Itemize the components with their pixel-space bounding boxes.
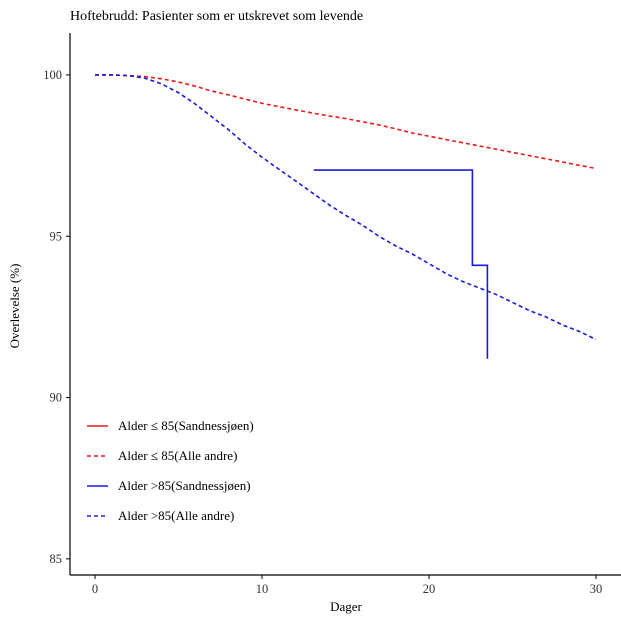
series-layer (95, 74, 597, 359)
legend: Alder ≤ 85(Sandnessjøen) Alder ≤ 85(Alle … (87, 418, 254, 523)
x-tick-label-20: 20 (423, 582, 436, 596)
x-tick-label-0: 0 (92, 582, 98, 596)
x-axis-label: Dager (330, 599, 362, 614)
x-tick-label-10: 10 (256, 582, 269, 596)
y-axis-label: Overlevelse (%) (7, 264, 22, 349)
y-tick-label-85: 85 (50, 552, 63, 566)
y-tick-label-90: 90 (50, 391, 63, 405)
series-line-4 (95, 74, 597, 341)
legend-label-2: Alder ≤ 85(Alle andre) (118, 448, 237, 463)
series-line-3 (313, 169, 489, 359)
legend-label-3: Alder >85(Sandnessjøen) (118, 478, 251, 493)
legend-label-1: Alder ≤ 85(Sandnessjøen) (118, 418, 254, 433)
legend-label-4: Alder >85(Alle andre) (118, 508, 234, 523)
y-tick-label-100: 100 (43, 68, 62, 82)
series-line-2 (95, 74, 597, 170)
chart-title: Hoftebrudd: Pasienter som er utskrevet s… (70, 9, 363, 24)
y-tick-label-95: 95 (50, 229, 63, 243)
axes: 85 90 95 100 0 10 20 30 (43, 33, 621, 596)
x-tick-label-30: 30 (590, 582, 603, 596)
